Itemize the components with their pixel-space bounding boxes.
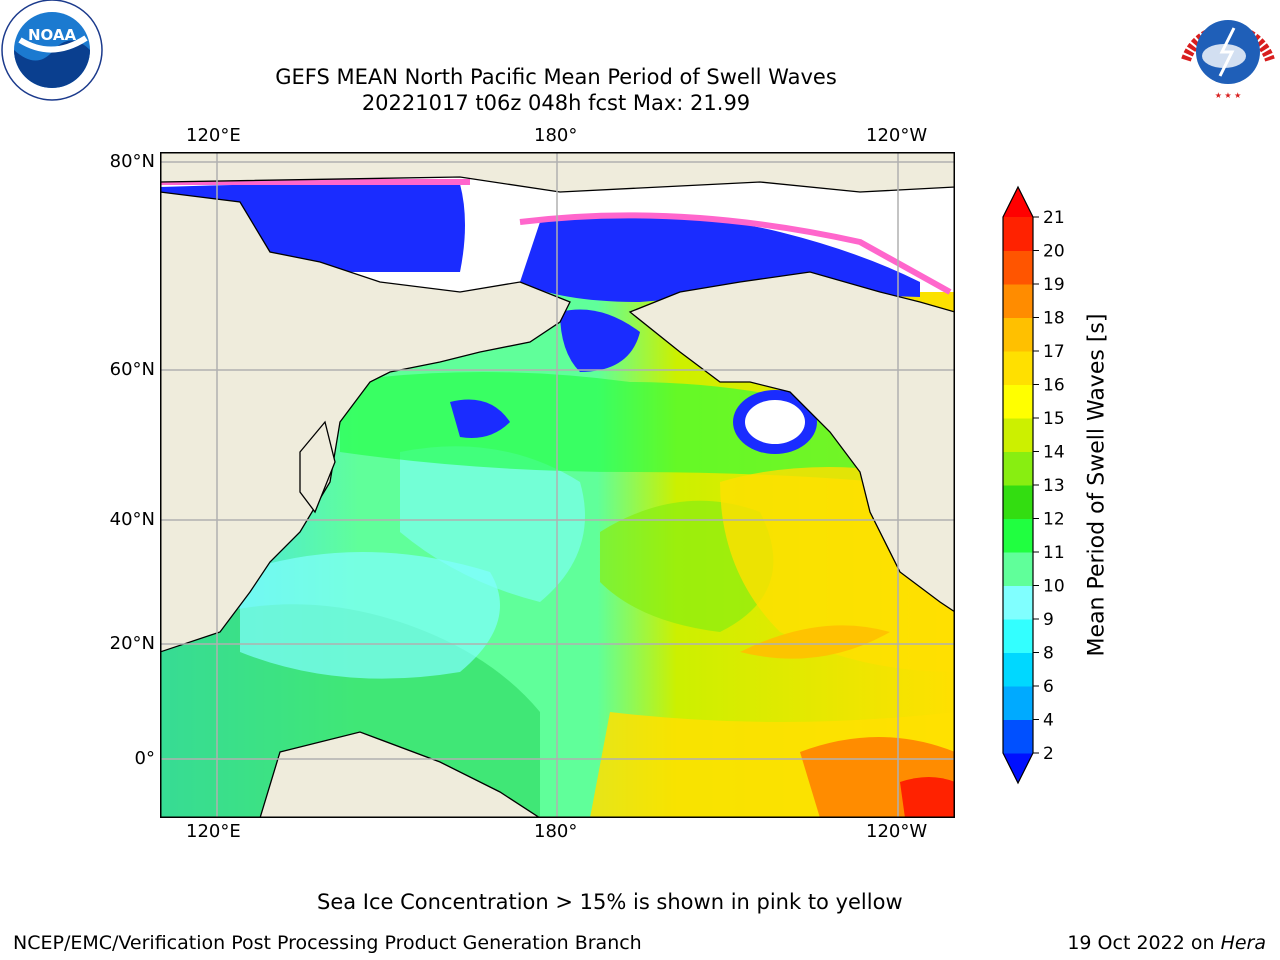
colorbar-tick-label: 9	[1043, 610, 1054, 630]
colorbar-tick-label: 6	[1043, 677, 1054, 697]
colorbar-tick-label: 12	[1043, 510, 1065, 530]
colorbar-tick-label: 17	[1043, 342, 1065, 362]
sea-ice-note: Sea Ice Concentration > 15% is shown in …	[317, 890, 903, 914]
north-america-land	[628, 271, 955, 613]
colorbar-segment	[1003, 451, 1033, 486]
colorbar-tick-label: 4	[1043, 711, 1054, 731]
colorbar-tick-label: 14	[1043, 443, 1065, 463]
colorbar-label: Mean Period of Swell Waves [s]	[1084, 313, 1110, 657]
colorbar-tick-label: 10	[1043, 577, 1065, 597]
colorbar-tick-label: 2	[1043, 744, 1054, 764]
colorbar-tick-label: 11	[1043, 543, 1065, 563]
colorbar-tick-label: 15	[1043, 409, 1065, 429]
colorbar-segment	[1003, 217, 1033, 251]
bottom-lon-label-180: 180°	[534, 821, 578, 842]
footer-machine: Hera	[1220, 932, 1266, 954]
footer-right: 19 Oct 2022 on Hera	[1067, 932, 1266, 954]
colorbar-segment	[1003, 250, 1033, 285]
colorbar-segment	[1003, 384, 1033, 419]
colorbar: 2 4 6 8 9 10 11 12 13 14 15 16 17 18 19 20 21	[1002, 185, 1065, 785]
colorbar-tick-label: 8	[1043, 644, 1054, 664]
lat-label-20n: 20°N	[109, 633, 155, 654]
graticule	[160, 152, 955, 818]
lat-label-0: 0°	[134, 748, 155, 769]
bottom-lon-label-120w: 120°W	[866, 821, 928, 842]
colorbar-tick-label: 18	[1043, 309, 1065, 329]
top-lon-label-120w: 120°W	[866, 125, 928, 146]
lat-label-60n: 60°N	[109, 359, 155, 380]
colorbar-segment	[1003, 619, 1033, 653]
lat-label-40n: 40°N	[109, 509, 155, 530]
colorbar-segment	[1003, 686, 1033, 720]
colorbar-tick-label: 21	[1043, 208, 1065, 228]
footer-left: NCEP/EMC/Verification Post Processing Pr…	[13, 932, 642, 954]
colorbar-segment	[1003, 418, 1033, 452]
bottom-lon-label-120e: 120°E	[186, 821, 241, 842]
noaa-logo: NOAA	[1, 0, 103, 101]
colorbar-tick-label: 19	[1043, 275, 1065, 295]
noaa-logo-text: NOAA	[28, 26, 77, 44]
colorbar-segment	[1003, 351, 1033, 385]
colorbar-segment	[1003, 585, 1033, 620]
colorbar-segment	[1003, 485, 1033, 519]
colorbar-segment	[1003, 552, 1033, 586]
japan-land	[299, 420, 336, 514]
chart-subtitle: 20221017 t06z 048h fcst Max: 21.99	[361, 91, 751, 115]
chart-title: GEFS MEAN North Pacific Mean Period of S…	[275, 65, 837, 89]
colorbar-segment	[1003, 652, 1033, 687]
nws-logo: ★ ★ ★	[1180, 2, 1276, 100]
australasia-land	[259, 731, 542, 818]
colorbar-segment	[1003, 284, 1033, 318]
colorbar-tick-label: 13	[1043, 476, 1065, 496]
top-lon-label-180: 180°	[534, 125, 578, 146]
footer-date: 19 Oct 2022 on	[1067, 932, 1215, 954]
colorbar-over-arrow	[1003, 187, 1033, 217]
colorbar-under-arrow	[1003, 753, 1033, 783]
svg-text:★ ★ ★: ★ ★ ★	[1215, 91, 1242, 100]
asia-land	[160, 191, 571, 653]
colorbar-tick-label: 20	[1043, 242, 1065, 262]
colorbar-segment	[1003, 719, 1033, 754]
top-lon-label-120e: 120°E	[186, 125, 241, 146]
lat-label-80n: 80°N	[109, 151, 155, 172]
map-frame	[160, 152, 955, 818]
colorbar-segment	[1003, 317, 1033, 352]
colorbar-tick-label: 16	[1043, 376, 1065, 396]
colorbar-segment	[1003, 518, 1033, 553]
map-panel	[160, 152, 955, 818]
